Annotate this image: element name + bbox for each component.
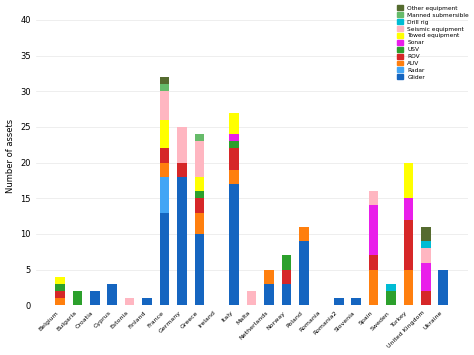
Bar	[421, 248, 430, 262]
Bar	[299, 241, 309, 305]
Bar	[438, 270, 448, 305]
Bar	[421, 262, 430, 291]
Bar	[195, 141, 204, 177]
Bar	[160, 148, 169, 163]
Bar	[299, 227, 309, 241]
Bar	[421, 291, 430, 305]
Bar	[229, 113, 239, 134]
Bar	[142, 298, 152, 305]
Bar	[369, 255, 378, 270]
Bar	[160, 91, 169, 120]
Bar	[421, 241, 430, 248]
Bar	[177, 177, 187, 305]
Bar	[160, 120, 169, 148]
Bar	[90, 291, 100, 305]
Bar	[160, 177, 169, 213]
Bar	[264, 284, 274, 305]
Bar	[282, 270, 291, 284]
Bar	[108, 284, 117, 305]
Bar	[195, 177, 204, 191]
Bar	[195, 234, 204, 305]
Bar	[264, 270, 274, 284]
Bar	[369, 270, 378, 305]
Y-axis label: Number of assets: Number of assets	[6, 118, 15, 192]
Bar	[160, 213, 169, 305]
Bar	[73, 291, 82, 305]
Bar	[351, 298, 361, 305]
Bar	[404, 220, 413, 270]
Legend: Other equipment, Manned submersible, Drill rig, Seismic equipment, Towed equipme: Other equipment, Manned submersible, Dri…	[397, 5, 469, 80]
Bar	[282, 255, 291, 270]
Bar	[55, 298, 65, 305]
Bar	[334, 298, 344, 305]
Bar	[229, 170, 239, 184]
Bar	[229, 148, 239, 170]
Bar	[229, 184, 239, 305]
Bar	[160, 77, 169, 84]
Bar	[55, 277, 65, 284]
Bar	[369, 191, 378, 206]
Bar	[229, 141, 239, 148]
Bar	[404, 198, 413, 220]
Bar	[404, 163, 413, 198]
Bar	[369, 206, 378, 255]
Bar	[160, 163, 169, 177]
Bar	[195, 134, 204, 141]
Bar	[386, 284, 396, 291]
Bar	[160, 84, 169, 91]
Bar	[55, 291, 65, 298]
Bar	[195, 213, 204, 234]
Bar	[177, 127, 187, 163]
Bar	[247, 291, 256, 305]
Bar	[386, 291, 396, 305]
Bar	[195, 198, 204, 213]
Bar	[229, 134, 239, 141]
Bar	[282, 284, 291, 305]
Bar	[55, 284, 65, 291]
Bar	[195, 191, 204, 198]
Bar	[404, 270, 413, 305]
Bar	[421, 227, 430, 241]
Bar	[177, 163, 187, 177]
Bar	[125, 298, 135, 305]
